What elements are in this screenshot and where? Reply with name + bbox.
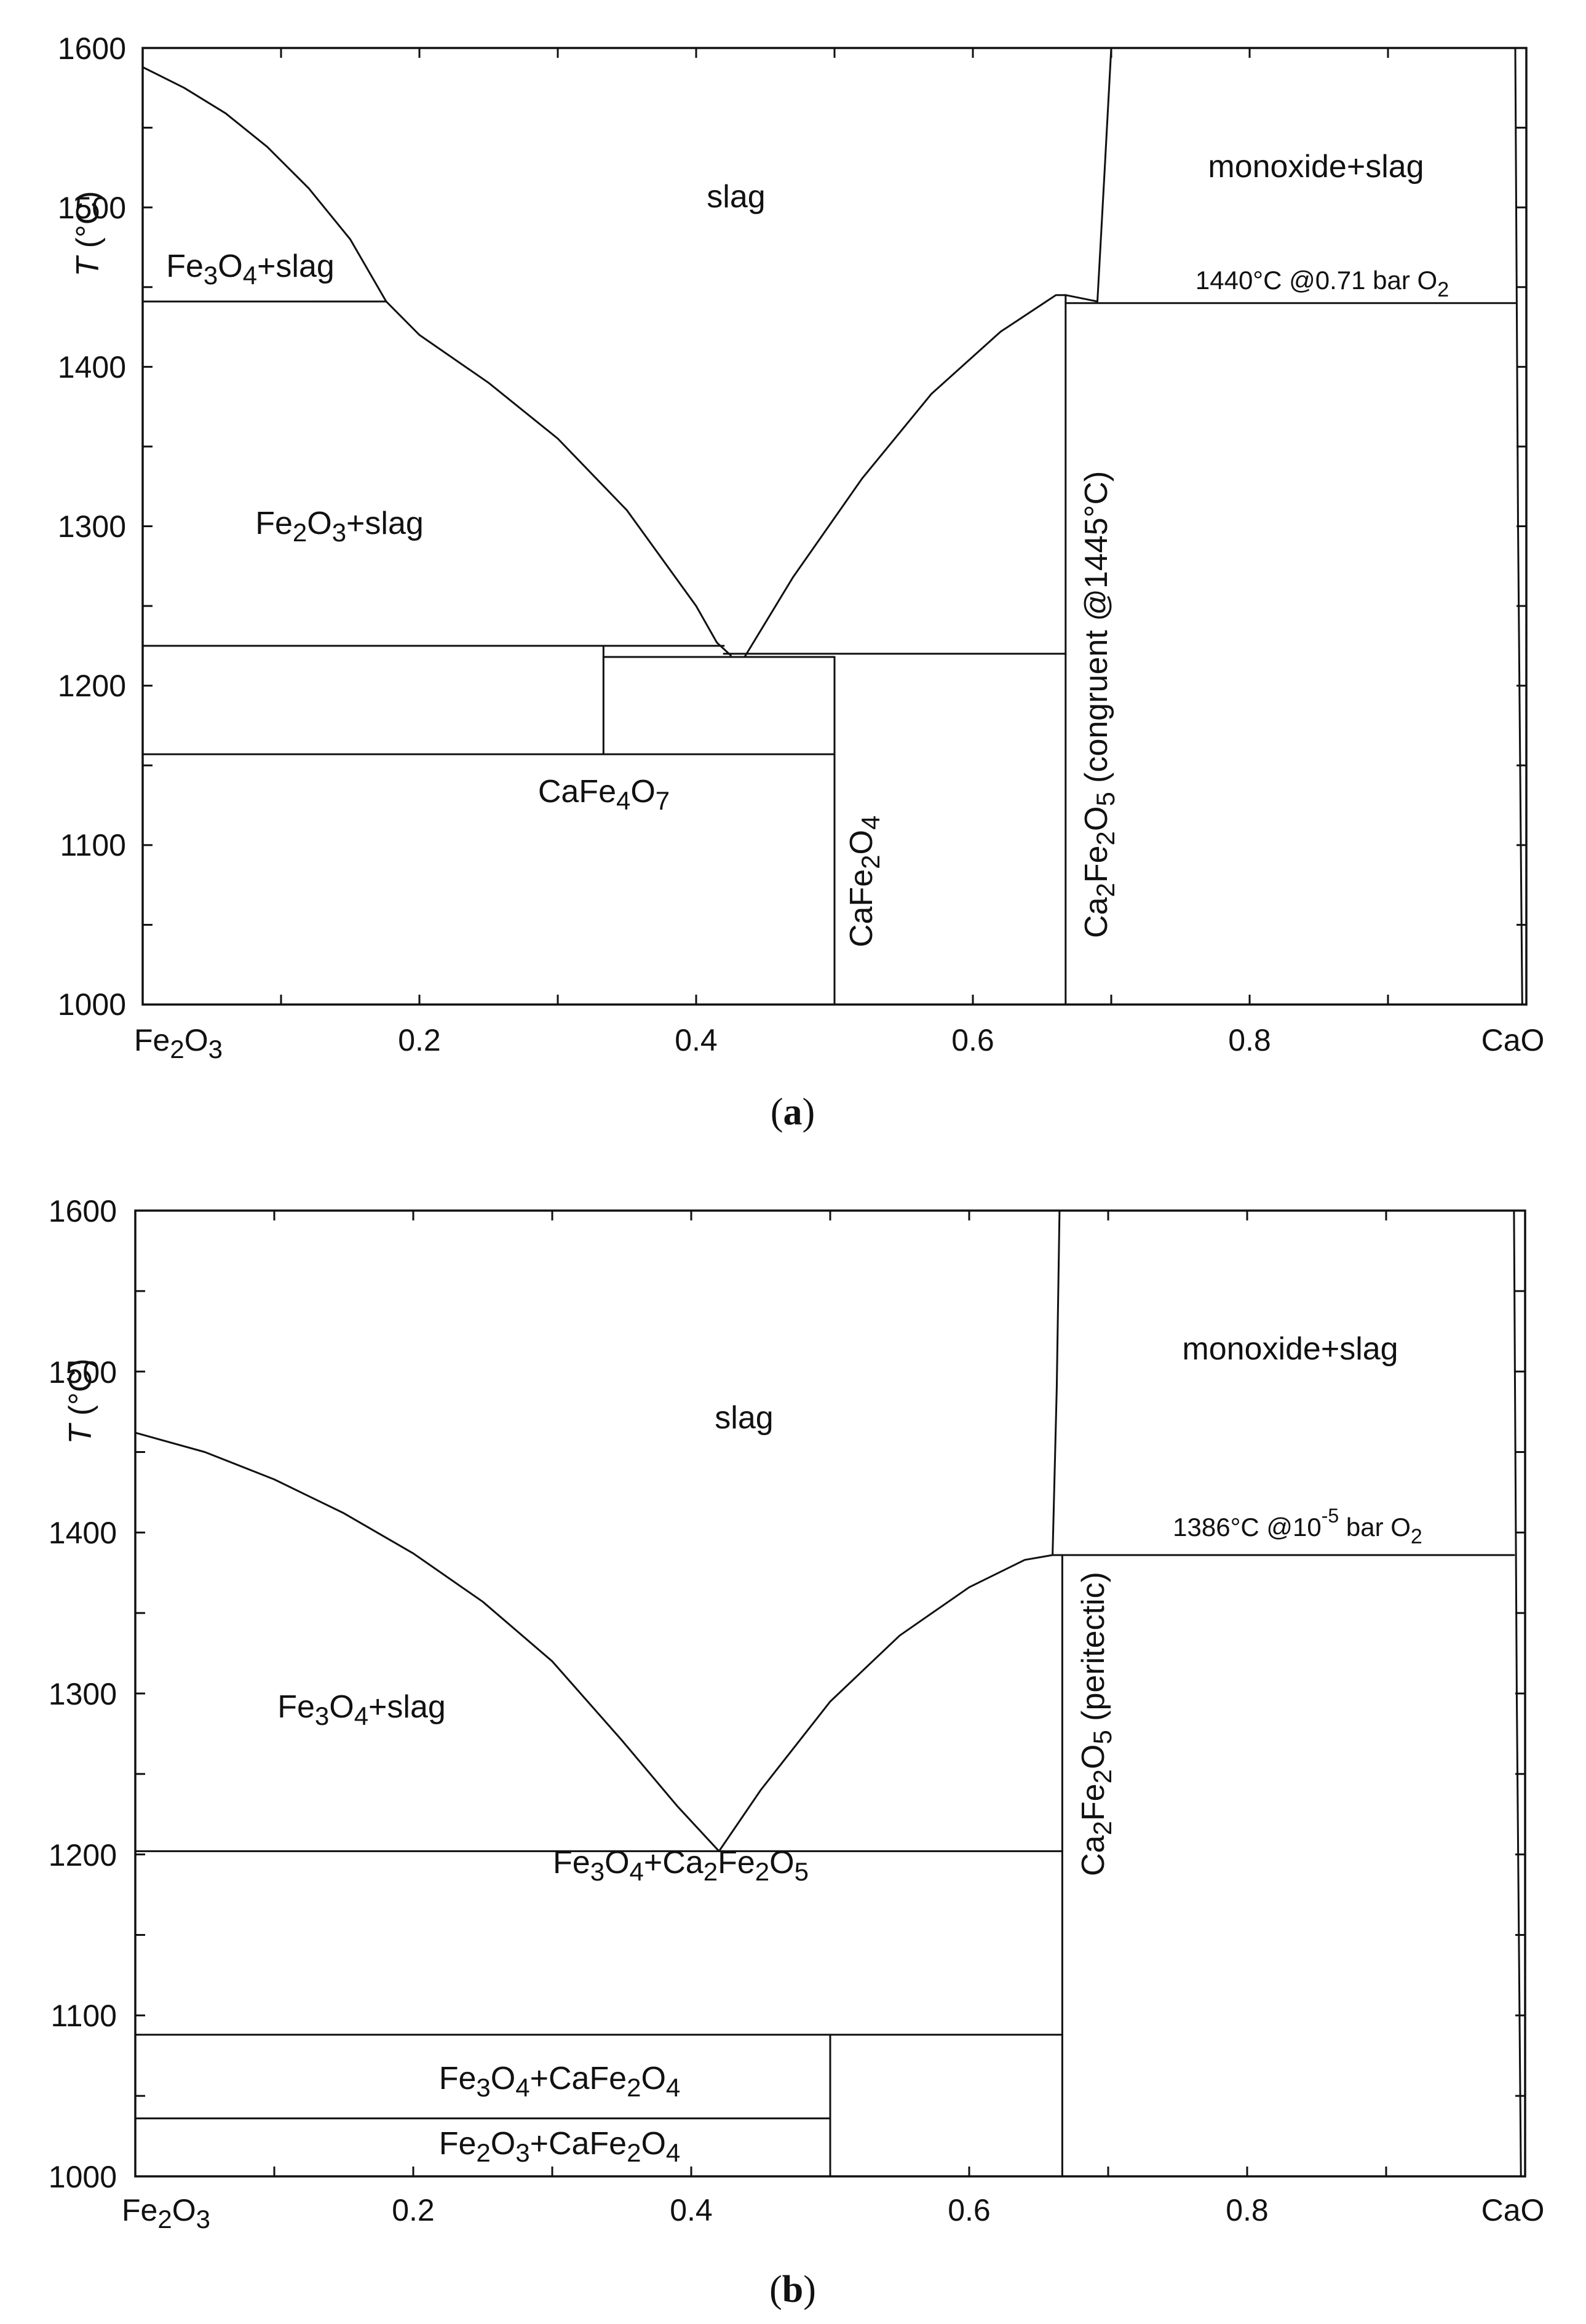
x-axis-left-end-label: Fe2O3: [122, 2193, 210, 2234]
y-tick-label: 1000: [49, 2160, 117, 2194]
y-tick-label: 1400: [49, 1516, 117, 1550]
annotation-1440-isotherm: 1440°C @0.71 bar O2: [1195, 266, 1449, 301]
y-tick-label: 1100: [50, 1999, 117, 2033]
x-tick-label: 0.6: [948, 2193, 991, 2227]
x-tick-label: 0.4: [675, 1023, 718, 1057]
x-axis-right-end-label: CaO: [1481, 1023, 1545, 1057]
x-tick-label: 0.2: [392, 2193, 435, 2227]
x-tick-label: 0.6: [951, 1023, 994, 1057]
panel-a-phase-boundaries: [141, 47, 1523, 1006]
panel-b: 1000 1100 1200 1300 1400 1500 1600 0.2 0…: [49, 1194, 1545, 2310]
phase-boundary-liquidus-shoulder: [1065, 294, 1098, 303]
y-tick-label: 1600: [49, 1194, 117, 1228]
x-axis-right-end-label: CaO: [1481, 2193, 1545, 2227]
phase-boundary-monoxide-liquidus: [1052, 1209, 1061, 1556]
panel-b-phase-boundaries: [134, 1209, 1522, 2178]
region-label-cafe2o4: CaFe2O4: [844, 816, 885, 947]
panel-b-caption: (b): [769, 2269, 816, 2310]
panel-b-y-axis-label: T (°C): [63, 1358, 98, 1444]
panel-b-plot-frame: [134, 1209, 1526, 2178]
annotation-1386-isotherm: 1386°C @10-5 bar O2: [1173, 1505, 1422, 1548]
region-label-slag: slag: [715, 1400, 773, 1436]
phase-boundary-cao-boundary: [1514, 47, 1523, 1006]
y-tick-label: 1000: [58, 987, 126, 1022]
x-tick-label: 0.8: [1228, 1023, 1271, 1057]
phase-boundary-fe2o3-liquidus: [141, 66, 387, 303]
region-label-ca2fe2o5-peritectic: Ca2Fe2O5 (peritectic): [1076, 1572, 1117, 1876]
region-label-fe3o4-ca2fe2o5: Fe3O4+Ca2Fe2O5: [553, 1845, 809, 1886]
y-tick-label: 1500: [49, 1355, 117, 1390]
panel-a-y-tick-labels: 1000 1100 1200 1300 1400 1500 1600: [58, 31, 126, 1022]
region-label-ca2fe2o5-congruent: Ca2Fe2O5 (congruent @1445°C): [1079, 471, 1120, 938]
y-tick-label: 1100: [60, 828, 126, 862]
y-tick-label: 1400: [58, 350, 126, 384]
phase-boundary-ca2fe2o5-liquidus: [718, 1554, 1054, 1852]
region-label-fe3o4-cafe2o4: Fe3O4+CaFe2O4: [439, 2061, 681, 2102]
phase-boundary-cao-boundary: [1513, 1209, 1522, 2178]
y-tick-label: 1300: [58, 509, 126, 544]
phase-boundary-fe3o4-liquidus: [134, 1431, 720, 1852]
region-label-fe2o3-cafe2o4: Fe2O3+CaFe2O4: [439, 2126, 681, 2167]
region-label-fe2o3-slag: Fe2O3+slag: [255, 506, 424, 547]
panel-a-y-axis-label: T (°C): [70, 191, 106, 276]
region-label-fe3o4-slag: Fe3O4+slag: [277, 1689, 446, 1730]
region-label-monoxide-slag: monoxide+slag: [1182, 1331, 1398, 1367]
x-axis-left-end-label: Fe2O3: [134, 1023, 223, 1064]
y-tick-label: 1600: [58, 31, 126, 66]
y-tick-label: 1200: [49, 1838, 117, 1872]
phase-boundary-fe3o4-liquidus: [385, 300, 732, 656]
panel-b-y-tick-labels: 1000 1100 1200 1300 1400 1500 1600: [49, 1194, 117, 2194]
panel-a-caption: (a): [771, 1091, 815, 1133]
panel-a-plot-frame: [141, 47, 1528, 1006]
x-tick-label: 0.8: [1226, 2193, 1269, 2227]
y-tick-label: 1500: [58, 191, 126, 225]
x-tick-label: 0.2: [398, 1023, 441, 1057]
panel-a-x-tick-labels: 0.2 0.4 0.6 0.8 Fe2O3 CaO: [134, 1023, 1544, 1064]
y-tick-label: 1300: [49, 1677, 117, 1711]
phase-boundary-ca2fe2o5-liquidus: [743, 294, 1067, 658]
y-tick-label: 1200: [58, 669, 126, 703]
region-label-fe3o4-slag: Fe3O4+slag: [166, 249, 335, 290]
region-label-slag: slag: [707, 179, 765, 215]
panel-a: 1000 1100 1200 1300 1400 1500 1600 0.2 0…: [58, 31, 1545, 1133]
phase-boundary-monoxide-liquidus: [1096, 47, 1112, 303]
x-tick-label: 0.4: [670, 2193, 713, 2227]
panel-b-x-tick-labels: 0.2 0.4 0.6 0.8 Fe2O3 CaO: [122, 2193, 1544, 2234]
region-label-cafe4o7: CaFe4O7: [538, 774, 670, 815]
region-label-monoxide-slag: monoxide+slag: [1208, 149, 1424, 185]
